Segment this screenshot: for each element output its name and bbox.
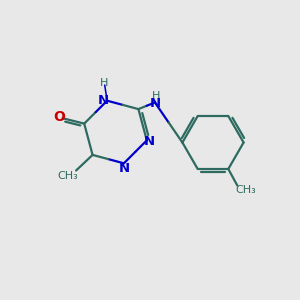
Text: N: N bbox=[144, 135, 155, 148]
Text: CH₃: CH₃ bbox=[235, 185, 256, 195]
Text: N: N bbox=[98, 94, 109, 106]
Text: N: N bbox=[118, 162, 129, 175]
Text: O: O bbox=[53, 110, 64, 124]
Text: CH₃: CH₃ bbox=[57, 171, 78, 181]
Text: H: H bbox=[152, 91, 160, 101]
Text: N: N bbox=[150, 97, 161, 110]
Text: H: H bbox=[100, 78, 108, 88]
